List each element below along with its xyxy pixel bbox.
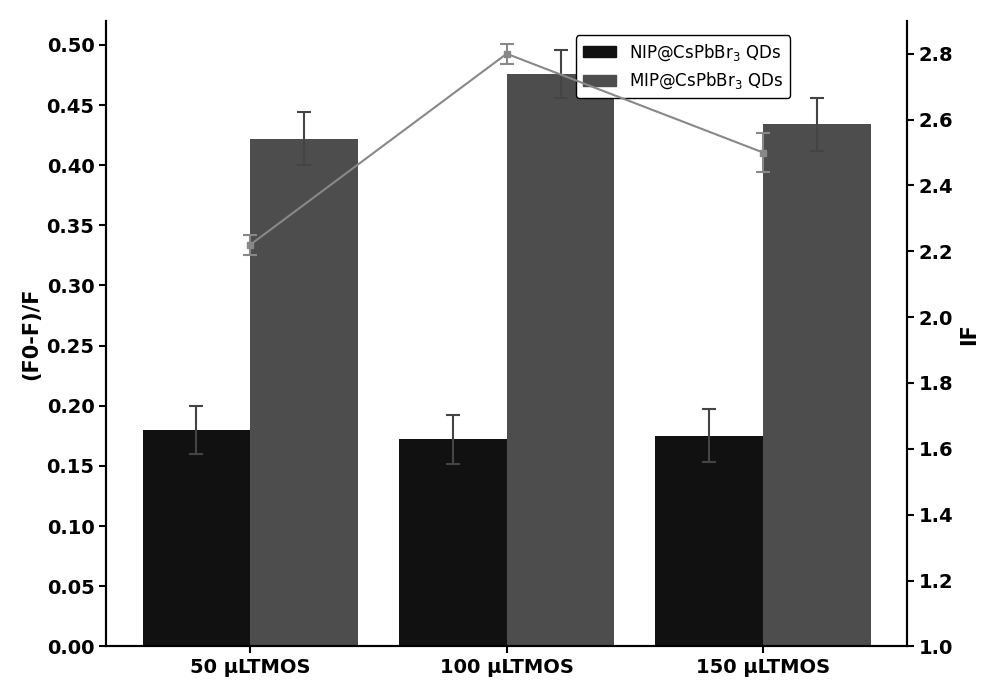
Legend: NIP@CsPbBr$_3$ QDs, MIP@CsPbBr$_3$ QDs: NIP@CsPbBr$_3$ QDs, MIP@CsPbBr$_3$ QDs: [576, 36, 790, 98]
Y-axis label: IF: IF: [959, 322, 979, 345]
Bar: [399, 440, 507, 646]
Bar: [763, 124, 871, 646]
Bar: [250, 139, 358, 646]
Y-axis label: (F0-F)/F: (F0-F)/F: [21, 288, 41, 380]
Bar: [143, 430, 250, 646]
Bar: [655, 436, 763, 646]
Bar: [507, 74, 614, 646]
